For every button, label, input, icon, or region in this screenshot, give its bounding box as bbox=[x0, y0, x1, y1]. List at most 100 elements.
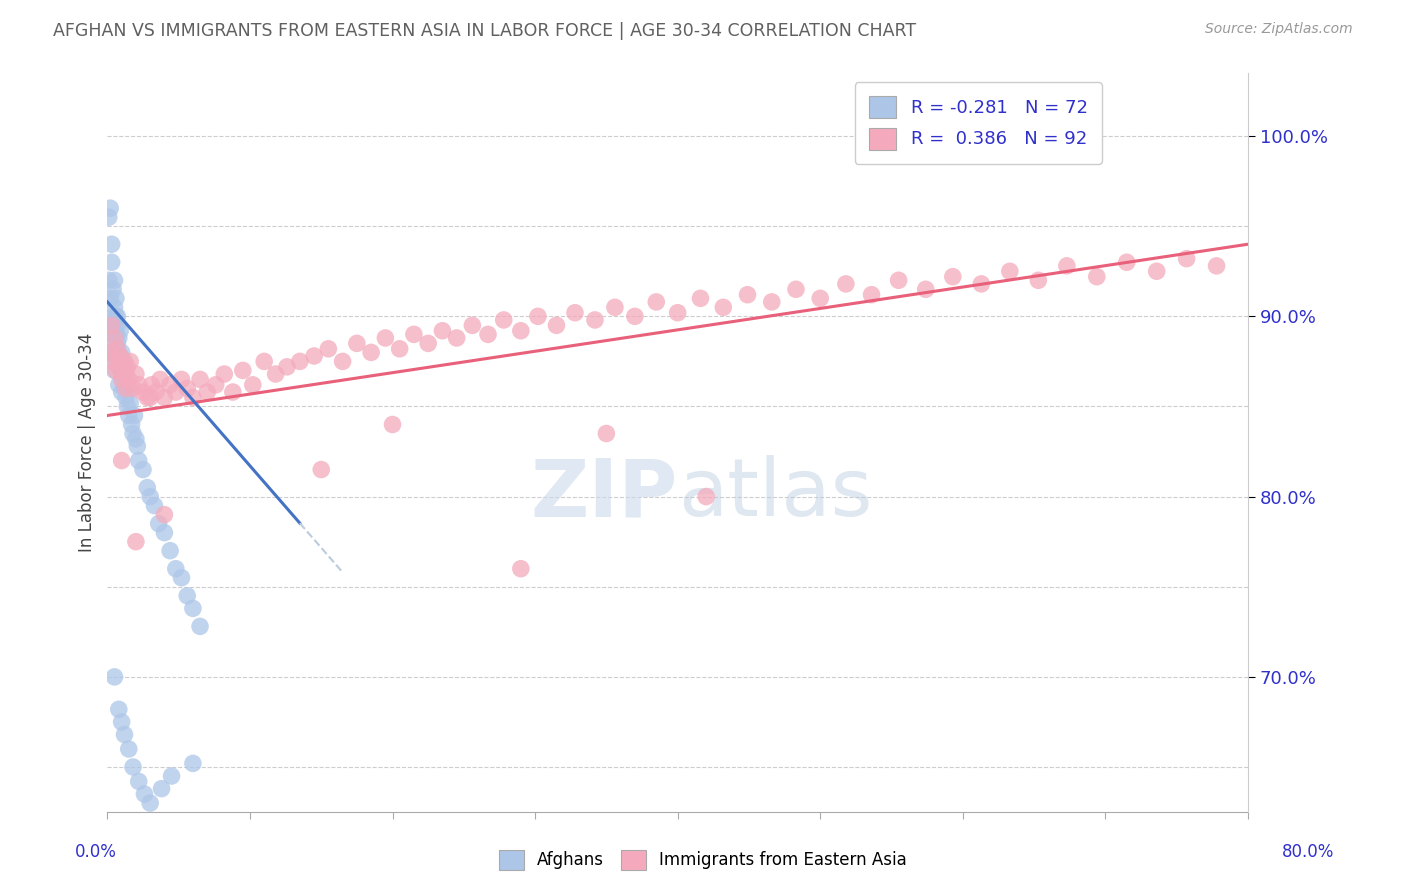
Point bbox=[509, 562, 531, 576]
Point bbox=[136, 391, 159, 405]
Point bbox=[1028, 273, 1050, 287]
Point bbox=[159, 543, 181, 558]
Point bbox=[181, 601, 204, 615]
Point bbox=[374, 331, 396, 345]
Point bbox=[108, 349, 131, 363]
Point bbox=[188, 372, 211, 386]
Point bbox=[104, 310, 127, 324]
Point bbox=[595, 426, 617, 441]
Legend: R = -0.281   N = 72, R =  0.386   N = 92: R = -0.281 N = 72, R = 0.386 N = 92 bbox=[855, 82, 1102, 164]
Point bbox=[222, 385, 245, 400]
Point bbox=[125, 367, 148, 381]
Point bbox=[128, 774, 150, 789]
Point bbox=[100, 318, 122, 333]
Point bbox=[114, 354, 136, 368]
Point bbox=[785, 282, 807, 296]
Point bbox=[153, 508, 176, 522]
Point bbox=[149, 372, 172, 386]
Point bbox=[98, 345, 121, 359]
Point bbox=[103, 670, 125, 684]
Point bbox=[666, 306, 689, 320]
Text: Source: ZipAtlas.com: Source: ZipAtlas.com bbox=[1205, 22, 1353, 37]
Point bbox=[835, 277, 858, 291]
Text: atlas: atlas bbox=[678, 455, 872, 533]
Legend: Afghans, Immigrants from Eastern Asia: Afghans, Immigrants from Eastern Asia bbox=[492, 843, 914, 877]
Point bbox=[942, 269, 965, 284]
Point bbox=[121, 417, 143, 432]
Point bbox=[107, 331, 129, 345]
Point bbox=[181, 756, 204, 771]
Point bbox=[232, 363, 254, 377]
Point bbox=[139, 490, 162, 504]
Point bbox=[108, 349, 131, 363]
Point bbox=[120, 396, 142, 410]
Point bbox=[153, 391, 176, 405]
Point bbox=[388, 342, 411, 356]
Point bbox=[97, 210, 120, 224]
Point bbox=[360, 345, 382, 359]
Point bbox=[477, 327, 499, 342]
Point bbox=[603, 301, 626, 315]
Point bbox=[1056, 259, 1078, 273]
Point bbox=[122, 426, 145, 441]
Point bbox=[122, 381, 145, 395]
Point bbox=[132, 385, 155, 400]
Point bbox=[318, 342, 340, 356]
Point bbox=[111, 363, 134, 377]
Point bbox=[105, 318, 128, 333]
Text: ZIP: ZIP bbox=[530, 455, 678, 533]
Point bbox=[114, 367, 136, 381]
Point bbox=[124, 409, 146, 423]
Point bbox=[214, 367, 236, 381]
Point bbox=[100, 255, 122, 269]
Point bbox=[1115, 255, 1137, 269]
Point bbox=[276, 359, 298, 374]
Point bbox=[139, 391, 162, 405]
Text: 0.0%: 0.0% bbox=[75, 843, 117, 861]
Point bbox=[914, 282, 936, 296]
Point bbox=[118, 409, 141, 423]
Point bbox=[145, 385, 167, 400]
Point bbox=[1175, 252, 1198, 266]
Point bbox=[170, 372, 193, 386]
Point bbox=[887, 273, 910, 287]
Point bbox=[583, 313, 606, 327]
Point bbox=[432, 324, 454, 338]
Point bbox=[115, 367, 138, 381]
Point bbox=[120, 354, 142, 368]
Point bbox=[176, 589, 198, 603]
Text: AFGHAN VS IMMIGRANTS FROM EASTERN ASIA IN LABOR FORCE | AGE 30-34 CORRELATION CH: AFGHAN VS IMMIGRANTS FROM EASTERN ASIA I… bbox=[53, 22, 917, 40]
Point bbox=[181, 391, 204, 405]
Point bbox=[118, 381, 141, 395]
Point bbox=[98, 291, 121, 305]
Point bbox=[101, 354, 124, 368]
Point bbox=[104, 363, 127, 377]
Point bbox=[689, 291, 711, 305]
Point bbox=[204, 377, 226, 392]
Point bbox=[107, 354, 129, 368]
Point bbox=[134, 787, 156, 801]
Point bbox=[509, 324, 531, 338]
Point bbox=[139, 796, 162, 810]
Point bbox=[1146, 264, 1168, 278]
Point bbox=[104, 291, 127, 305]
Point bbox=[112, 372, 135, 386]
Point bbox=[100, 237, 122, 252]
Point bbox=[150, 781, 173, 796]
Point bbox=[107, 702, 129, 716]
Point bbox=[127, 439, 149, 453]
Point bbox=[695, 490, 717, 504]
Point bbox=[132, 462, 155, 476]
Point bbox=[117, 400, 139, 414]
Point bbox=[309, 462, 332, 476]
Point bbox=[112, 354, 135, 368]
Point bbox=[105, 336, 128, 351]
Point bbox=[253, 354, 276, 368]
Point bbox=[332, 354, 354, 368]
Point bbox=[170, 571, 193, 585]
Point bbox=[111, 385, 134, 400]
Point bbox=[112, 359, 135, 374]
Point bbox=[711, 301, 734, 315]
Point bbox=[737, 287, 759, 301]
Point bbox=[998, 264, 1021, 278]
